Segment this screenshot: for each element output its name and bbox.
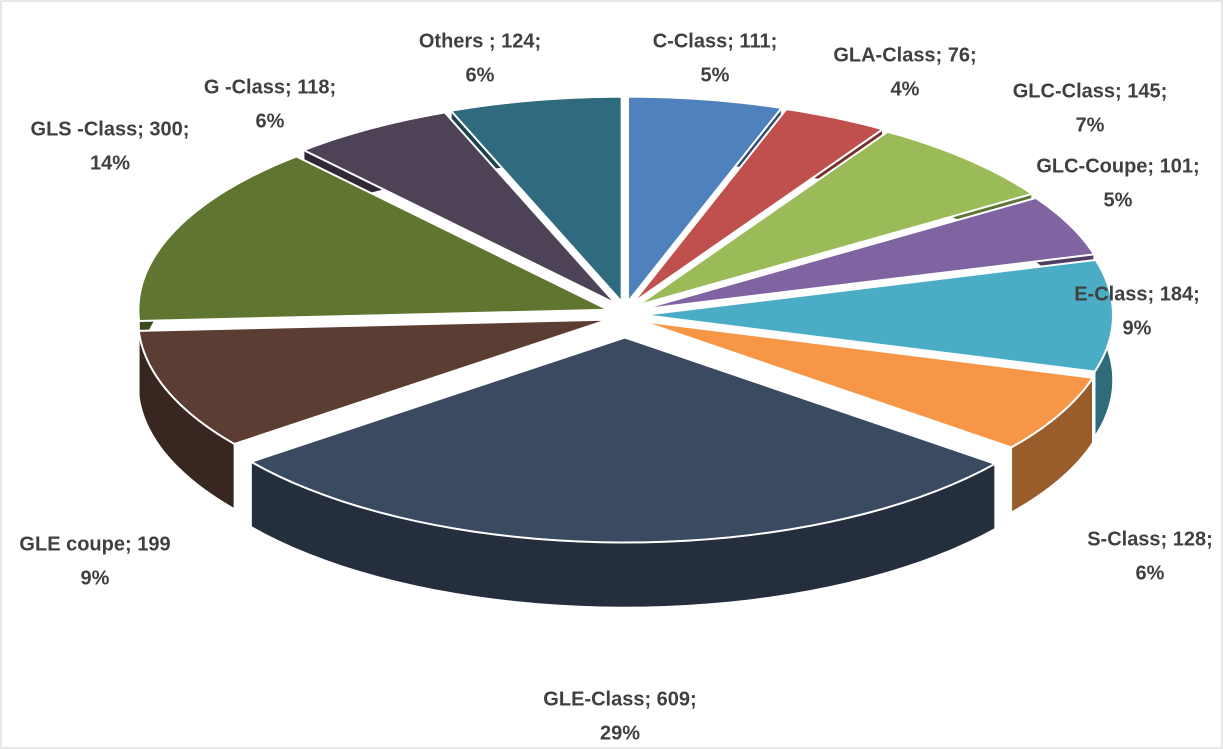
slice	[626, 95, 784, 305]
data-label: S-Class; 128;	[1087, 528, 1213, 550]
data-label-percent: 5%	[701, 64, 730, 86]
data-label: C-Class; 111;	[653, 30, 778, 52]
slice	[248, 336, 998, 544]
slice	[301, 111, 617, 305]
slice	[642, 258, 1114, 373]
slice	[137, 318, 609, 446]
data-label-percent: 6%	[256, 110, 285, 132]
data-label-percent: 7%	[1076, 114, 1105, 136]
data-label-percent: 9%	[1123, 317, 1152, 339]
data-label-percent: 6%	[466, 64, 495, 86]
data-label: GLS -Class; 300;	[31, 118, 190, 140]
data-label: Others ; 124;	[419, 30, 541, 52]
slice	[631, 108, 886, 304]
data-label: GLE coupe; 199	[19, 533, 170, 555]
data-label-percent: 9%	[81, 567, 110, 589]
slice	[640, 320, 1095, 449]
data-label: G -Class; 118;	[204, 76, 336, 98]
data-label-percent: 4%	[891, 78, 920, 100]
data-label-percent: 6%	[1136, 562, 1165, 584]
data-label: GLE-Class; 609;	[543, 688, 696, 710]
slice	[137, 155, 609, 323]
slice	[448, 95, 623, 305]
data-label-percent: 5%	[1104, 189, 1133, 211]
data-label: GLA-Class; 76;	[833, 44, 976, 66]
data-label: GLC-Class; 145;	[1013, 80, 1168, 102]
data-label: E-Class; 184;	[1074, 283, 1200, 305]
slice	[641, 196, 1096, 311]
data-label-percent: 14%	[90, 152, 130, 174]
data-label: GLC-Coupe; 101;	[1036, 155, 1199, 177]
slice	[637, 130, 1035, 307]
data-label-percent: 29%	[600, 722, 640, 744]
